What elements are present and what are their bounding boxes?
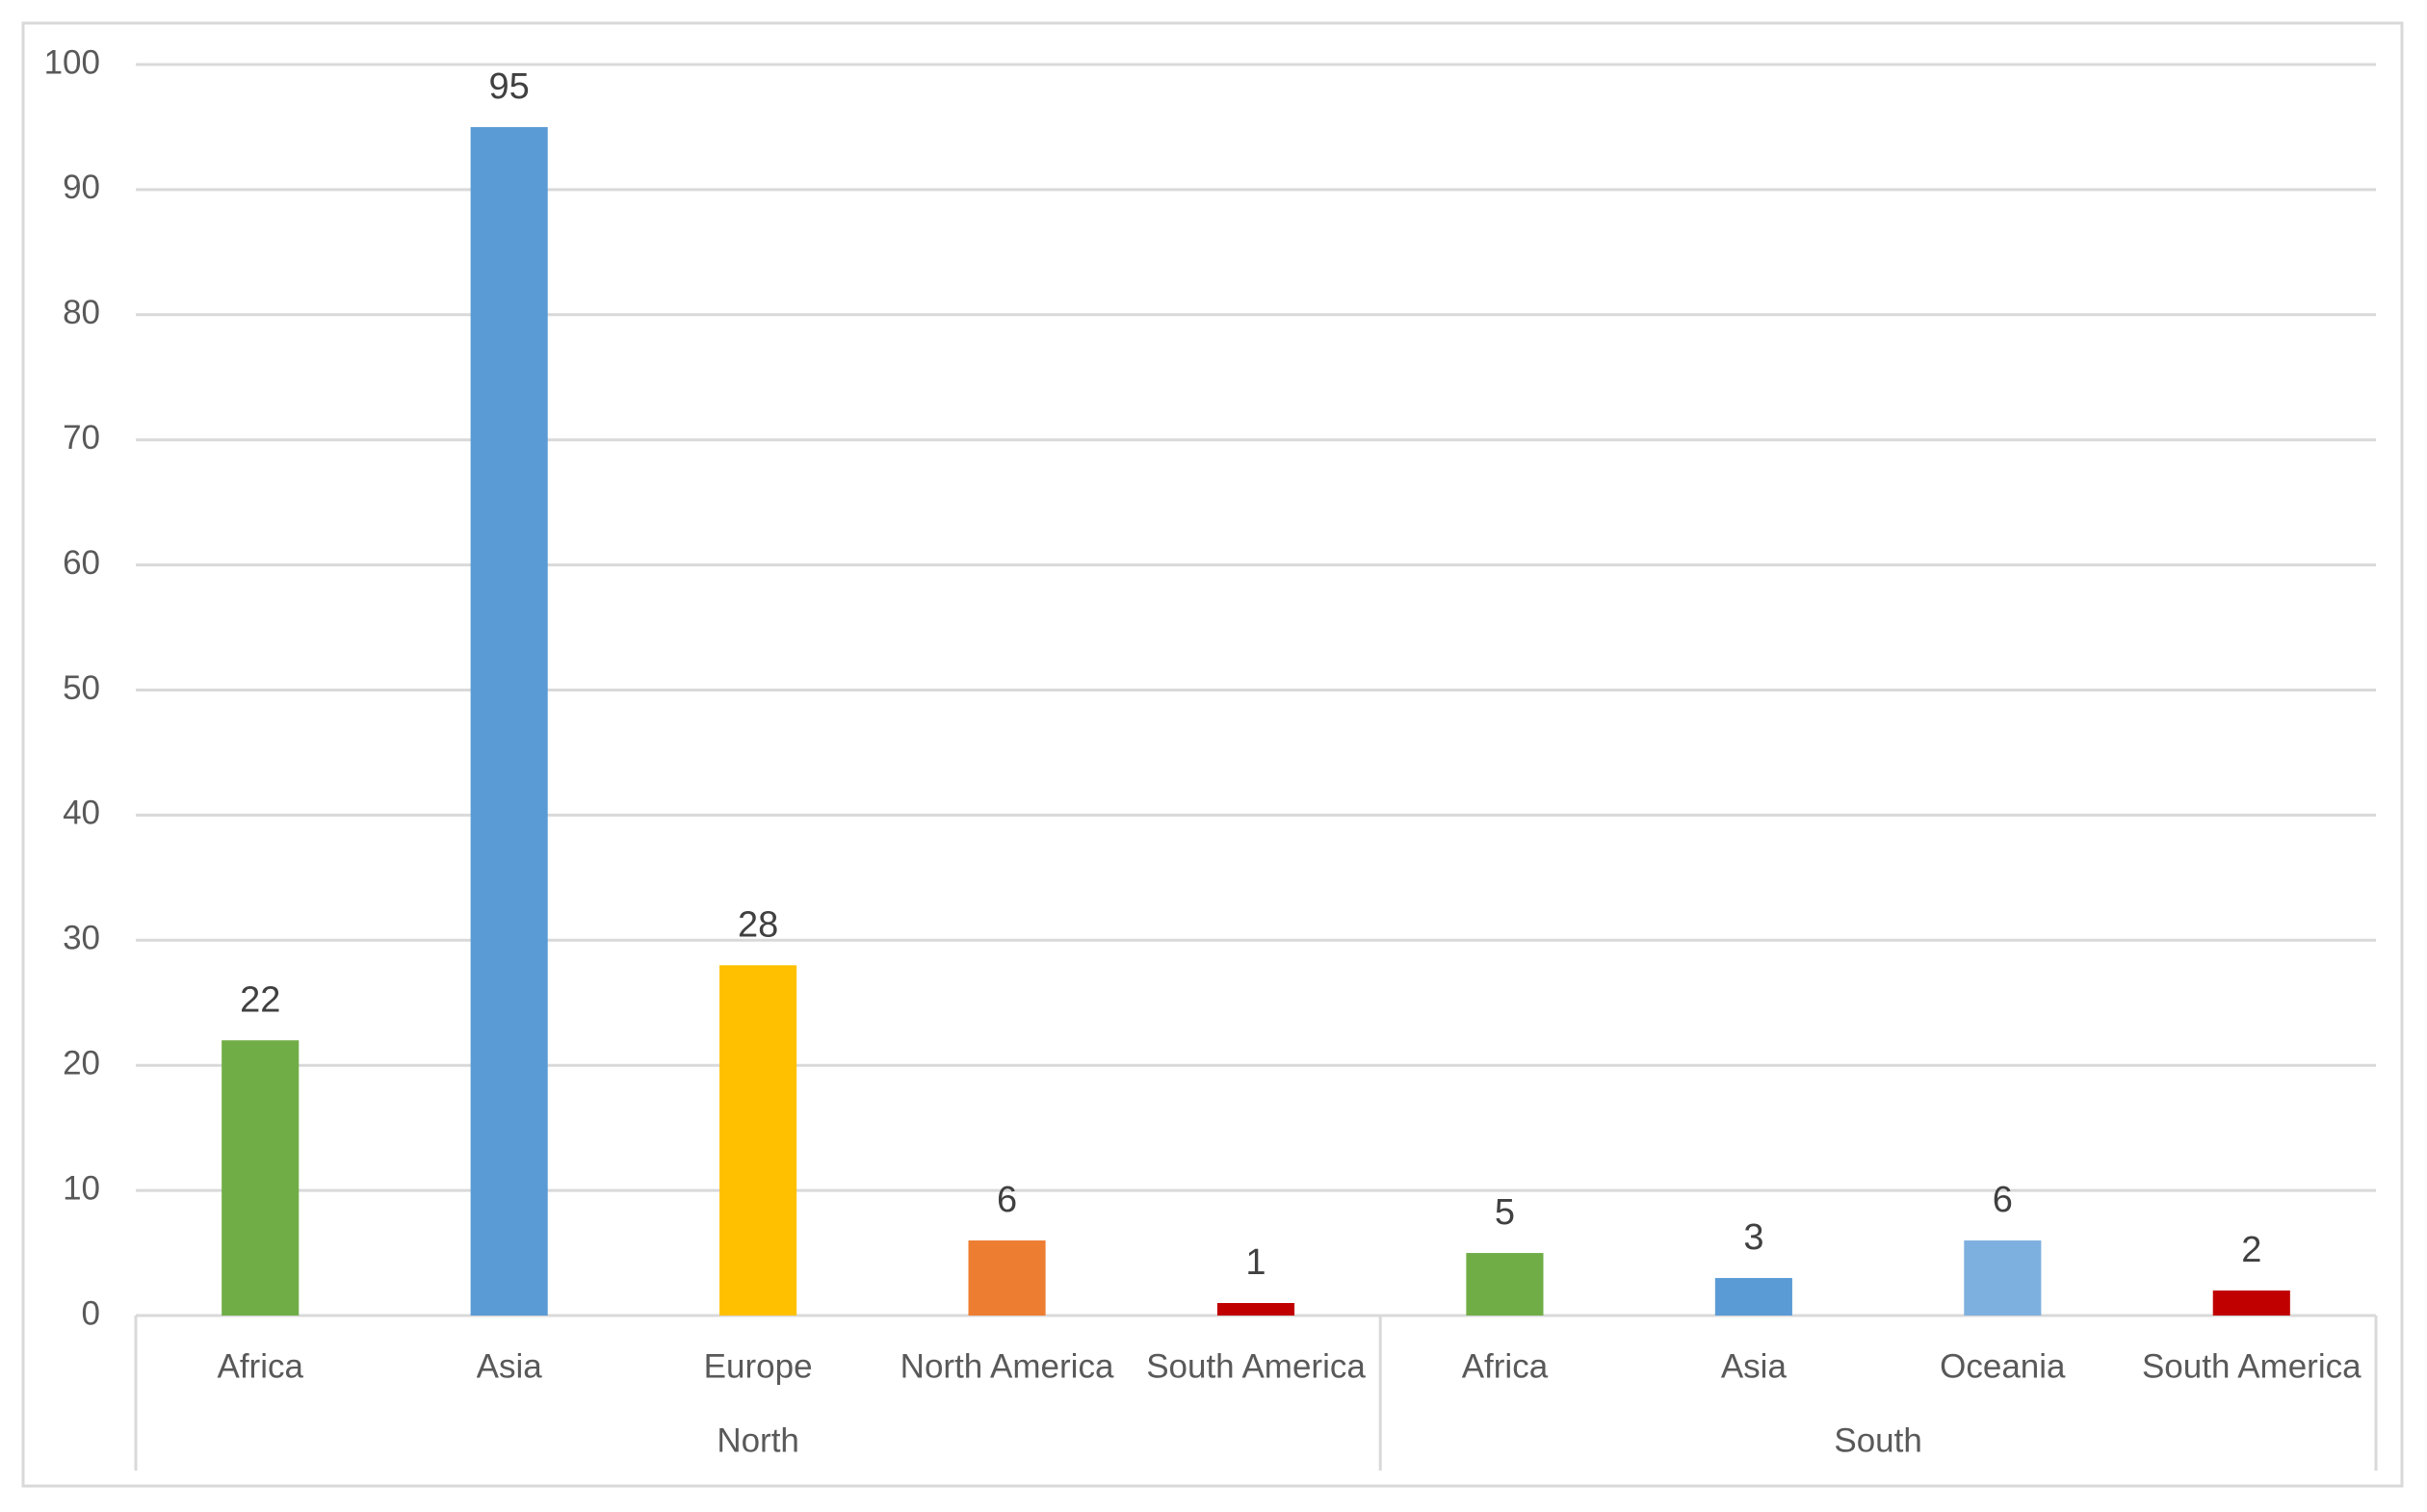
bar [1216, 1303, 1295, 1316]
x-tick-label: Africa [217, 1347, 303, 1385]
x-tick-label: Asia [1721, 1347, 1788, 1385]
bar [222, 1040, 300, 1316]
y-tick-label: 50 [63, 669, 100, 707]
y-tick-label: 30 [63, 920, 100, 957]
bar [1714, 1278, 1792, 1316]
bar [1964, 1240, 2042, 1316]
y-tick-label: 100 [44, 43, 100, 81]
value-label: 95 [489, 66, 530, 107]
value-label: 2 [2241, 1230, 2261, 1270]
x-tick-label: South America [1146, 1347, 1366, 1385]
y-tick-label: 0 [82, 1294, 100, 1332]
bar [719, 965, 797, 1316]
bar [968, 1240, 1046, 1316]
value-label: 3 [1743, 1217, 1763, 1258]
y-tick-label: 20 [63, 1044, 100, 1082]
value-label: 5 [1495, 1192, 1515, 1233]
x-tick-label: North America [900, 1347, 1114, 1385]
chart-border [21, 21, 2404, 1488]
bar [470, 126, 548, 1316]
y-tick-label: 70 [63, 419, 100, 456]
x-tick-label: South America [2142, 1347, 2362, 1385]
value-label: 1 [1245, 1242, 1266, 1283]
value-label: 6 [997, 1180, 1017, 1220]
y-tick-label: 80 [63, 294, 100, 331]
group-label: North [717, 1421, 799, 1459]
x-tick-label: Africa [1462, 1347, 1549, 1385]
value-label: 22 [240, 979, 280, 1020]
y-tick-label: 40 [63, 795, 100, 832]
x-tick-label: Asia [477, 1347, 543, 1385]
value-label: 28 [738, 904, 778, 945]
bar [1466, 1253, 1544, 1316]
y-tick-label: 90 [63, 169, 100, 206]
y-tick-label: 60 [63, 544, 100, 582]
value-label: 6 [1993, 1180, 2013, 1220]
y-tick-label: 10 [63, 1169, 100, 1207]
group-label: South [1834, 1421, 1921, 1459]
bar [2212, 1290, 2290, 1316]
x-tick-label: Europe [704, 1347, 813, 1385]
x-tick-label: Oceania [1940, 1347, 2066, 1385]
